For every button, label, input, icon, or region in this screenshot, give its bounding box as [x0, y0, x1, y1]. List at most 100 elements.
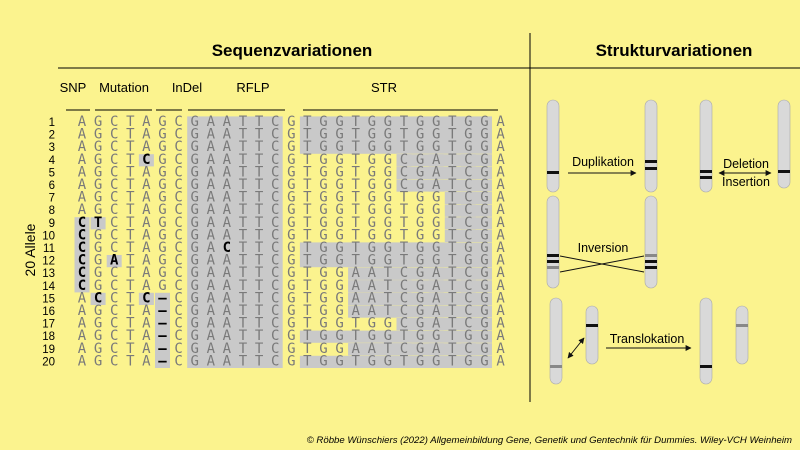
- base-letter: G: [384, 353, 392, 369]
- base-letter: G: [480, 152, 488, 168]
- base-letter: A: [496, 227, 505, 243]
- base-letter: C: [78, 227, 86, 243]
- base-letter: C: [110, 341, 118, 357]
- base-letter: C: [464, 190, 472, 206]
- base-letter: G: [416, 164, 424, 180]
- base-letter: C: [174, 278, 182, 294]
- base-letter: A: [223, 139, 232, 155]
- base-letter: T: [126, 290, 135, 306]
- base-letter: G: [368, 164, 376, 180]
- base-letter: T: [448, 353, 457, 369]
- highlight-boxes: [74, 116, 492, 369]
- str-variant-block: [444, 217, 492, 230]
- base-letter: T: [303, 253, 312, 269]
- base-letter: G: [416, 303, 424, 319]
- base-letter: C: [400, 303, 408, 319]
- base-letter: C: [174, 127, 182, 143]
- base-letter: G: [416, 127, 424, 143]
- chromosome: [585, 305, 599, 365]
- base-letter: T: [255, 190, 264, 206]
- mutation-highlight: [90, 217, 106, 230]
- base-letter: T: [303, 278, 312, 294]
- base-letter: G: [464, 114, 472, 130]
- base-letter: T: [303, 303, 312, 319]
- base-letter: G: [480, 278, 488, 294]
- band-grey: [736, 324, 748, 327]
- band-dark: [586, 324, 598, 327]
- base-letter: C: [174, 177, 182, 193]
- str-variant-block: [396, 154, 492, 167]
- base-letter: G: [416, 290, 424, 306]
- row-number: 15: [42, 293, 55, 305]
- base-letter: A: [351, 341, 360, 357]
- base-letter: A: [223, 164, 232, 180]
- base-letter: G: [287, 139, 295, 155]
- base-letter: G: [432, 202, 440, 218]
- base-letter: T: [400, 240, 409, 256]
- base-letter: T: [351, 316, 360, 332]
- base-letter: G: [432, 328, 440, 344]
- base-letter: G: [384, 202, 392, 218]
- base-letter: T: [239, 215, 248, 231]
- band-dark: [645, 160, 657, 163]
- structure-variations-heading: Strukturvariationen: [596, 41, 753, 60]
- base-letter: C: [400, 177, 408, 193]
- str-variant-block: [444, 229, 492, 242]
- base-letter: A: [142, 303, 151, 319]
- base-letter: A: [351, 303, 360, 319]
- base-letter: –: [158, 290, 167, 306]
- base-letter: C: [271, 265, 279, 281]
- base-letter: T: [126, 227, 135, 243]
- base-letter: C: [464, 202, 472, 218]
- base-letter: G: [287, 164, 295, 180]
- base-letter: C: [271, 303, 279, 319]
- base-letter: A: [223, 190, 232, 206]
- base-letter: G: [416, 316, 424, 332]
- base-letter: G: [480, 290, 488, 306]
- base-letter: C: [94, 290, 102, 306]
- category-label-rflp: RFLP: [236, 80, 269, 95]
- base-letter: A: [368, 278, 377, 294]
- base-letter: G: [335, 316, 343, 332]
- base-letter: T: [126, 152, 135, 168]
- base-letter: A: [78, 152, 87, 168]
- base-letter: C: [174, 265, 182, 281]
- base-letter: T: [384, 265, 393, 281]
- base-letter: T: [351, 164, 360, 180]
- base-letter: A: [223, 177, 232, 193]
- base-letter: C: [174, 202, 182, 218]
- base-letter: T: [239, 316, 248, 332]
- base-letter: T: [448, 152, 457, 168]
- base-letter: T: [239, 164, 248, 180]
- base-letter: C: [464, 316, 472, 332]
- base-letter: A: [207, 202, 216, 218]
- base-letter: G: [480, 177, 488, 193]
- base-letter: A: [78, 202, 87, 218]
- base-letter: C: [400, 164, 408, 180]
- base-letter: –: [158, 328, 167, 344]
- base-letter: G: [368, 227, 376, 243]
- base-letter: G: [368, 316, 376, 332]
- base-letter: A: [142, 164, 151, 180]
- band-dark: [778, 170, 790, 173]
- base-letter: G: [416, 353, 424, 369]
- base-letter: G: [319, 265, 327, 281]
- base-letter: G: [158, 114, 166, 130]
- base-letter: A: [368, 303, 377, 319]
- base-letter: G: [190, 227, 198, 243]
- base-letter: G: [432, 127, 440, 143]
- base-letter: A: [496, 114, 505, 130]
- base-letter: G: [158, 215, 166, 231]
- base-letter: T: [448, 127, 457, 143]
- row-number: 11: [43, 243, 55, 255]
- base-letter: G: [416, 278, 424, 294]
- base-letter: T: [126, 139, 135, 155]
- base-letter: A: [142, 316, 151, 332]
- base-letter: G: [464, 253, 472, 269]
- base-letter: G: [480, 316, 488, 332]
- base-letter: T: [239, 127, 248, 143]
- base-letter: G: [287, 227, 295, 243]
- base-letter: T: [400, 202, 409, 218]
- base-letter: A: [496, 290, 505, 306]
- allele-count-label: 20 Allele: [22, 223, 38, 276]
